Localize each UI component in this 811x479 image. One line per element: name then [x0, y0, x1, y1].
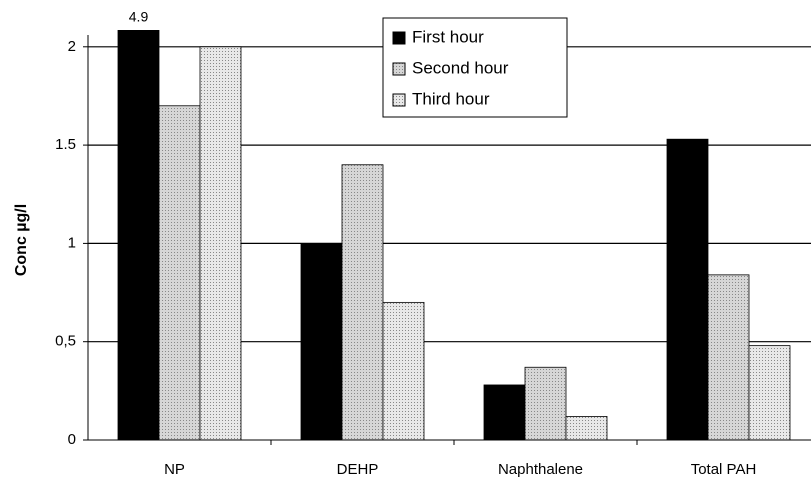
bar [666, 138, 709, 441]
legend-label: First hour [412, 27, 484, 46]
bar [300, 242, 343, 441]
bar [382, 301, 425, 441]
y-tick-label: 2 [68, 38, 76, 55]
bar [565, 416, 608, 441]
bar [199, 46, 242, 441]
y-tick-label: 1.5 [55, 136, 76, 153]
legend-label: Second hour [412, 58, 509, 77]
x-tick-label: DEHP [337, 461, 379, 478]
bar [524, 366, 567, 441]
bar [483, 384, 526, 441]
y-tick-label: 1 [68, 234, 76, 251]
y-tick-label: 0,5 [55, 333, 76, 350]
plot-area [117, 30, 791, 441]
legend-swatch [392, 31, 406, 45]
data-label: 4.9 [129, 9, 149, 25]
legend-swatch [392, 62, 406, 76]
legend [382, 17, 568, 118]
bar [117, 30, 160, 441]
x-tick-label: Total PAH [691, 461, 757, 478]
x-tick-label: Naphthalene [498, 461, 583, 478]
bar [707, 274, 750, 441]
legend-label: Third hour [412, 89, 490, 108]
bar [158, 105, 201, 441]
x-tick-label: NP [164, 461, 185, 478]
y-tick-label: 0 [68, 431, 76, 448]
bar [341, 164, 384, 441]
bar [748, 345, 791, 441]
y-axis-title: Conc µg/l [13, 204, 30, 276]
legend-swatch [392, 93, 406, 107]
